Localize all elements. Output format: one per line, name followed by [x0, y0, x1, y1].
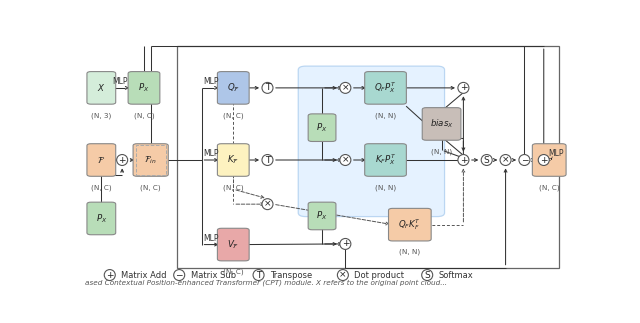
FancyBboxPatch shape	[133, 144, 168, 176]
Text: (N, 3): (N, 3)	[92, 112, 111, 119]
Text: (N, C): (N, C)	[134, 112, 154, 119]
Text: S: S	[424, 271, 430, 279]
Ellipse shape	[340, 238, 351, 249]
Ellipse shape	[104, 270, 115, 280]
Text: Matrix Add: Matrix Add	[121, 271, 166, 279]
Ellipse shape	[116, 154, 127, 165]
Text: MLP: MLP	[113, 77, 128, 86]
Ellipse shape	[262, 154, 273, 165]
Text: $Q_{\mathcal{F}}$: $Q_{\mathcal{F}}$	[227, 82, 240, 94]
Text: ×: ×	[342, 155, 349, 164]
Text: MLP: MLP	[204, 149, 219, 158]
Text: $P_X$: $P_X$	[138, 82, 150, 94]
Text: (N, N): (N, N)	[375, 112, 396, 119]
Ellipse shape	[262, 199, 273, 210]
FancyBboxPatch shape	[218, 228, 249, 261]
FancyBboxPatch shape	[87, 144, 116, 176]
Text: MLP: MLP	[204, 77, 219, 86]
FancyBboxPatch shape	[388, 208, 431, 241]
Text: +: +	[118, 155, 126, 164]
Ellipse shape	[253, 270, 264, 280]
Ellipse shape	[538, 154, 549, 165]
Text: T: T	[256, 271, 261, 279]
Text: ×: ×	[342, 83, 349, 92]
Ellipse shape	[340, 82, 351, 93]
Text: $K_F P_X^T$: $K_F P_X^T$	[375, 152, 396, 167]
Text: MLP: MLP	[204, 234, 219, 243]
Text: (N, N): (N, N)	[431, 148, 452, 155]
Text: $Q_F P_X^T$: $Q_F P_X^T$	[374, 80, 397, 95]
Text: $P_X$: $P_X$	[316, 210, 328, 222]
FancyBboxPatch shape	[365, 72, 406, 104]
FancyBboxPatch shape	[218, 72, 249, 104]
Text: T: T	[265, 83, 270, 92]
Text: +: +	[460, 83, 467, 92]
Text: $P_X$: $P_X$	[316, 121, 328, 134]
Text: (N, C): (N, C)	[223, 184, 244, 191]
Text: ×: ×	[502, 155, 509, 164]
Bar	[136, 145, 166, 175]
Ellipse shape	[500, 154, 511, 165]
Text: ased Contextual Position-enhanced Transformer (CPT) module. X refers to the orig: ased Contextual Position-enhanced Transf…	[85, 280, 447, 286]
Text: (N, N): (N, N)	[375, 184, 396, 191]
FancyBboxPatch shape	[87, 202, 116, 235]
Text: (N, N): (N, N)	[399, 249, 420, 255]
Text: −: −	[521, 155, 528, 164]
Text: (N, C): (N, C)	[140, 184, 161, 191]
FancyBboxPatch shape	[298, 66, 445, 217]
Text: $\mathcal{F}$: $\mathcal{F}$	[97, 155, 106, 165]
FancyBboxPatch shape	[128, 72, 160, 104]
FancyBboxPatch shape	[365, 144, 406, 176]
Text: $Q_F K_F^T$: $Q_F K_F^T$	[398, 217, 421, 232]
Text: T: T	[265, 155, 270, 164]
Ellipse shape	[337, 270, 348, 280]
Text: Softmax: Softmax	[438, 271, 474, 279]
Text: $V_{\mathcal{F}}$: $V_{\mathcal{F}}$	[227, 238, 239, 251]
Text: +: +	[540, 155, 547, 164]
Text: $P_X$: $P_X$	[95, 212, 107, 225]
Text: ×: ×	[339, 271, 347, 279]
Ellipse shape	[422, 270, 433, 280]
Ellipse shape	[340, 154, 351, 165]
Text: Matrix Sub: Matrix Sub	[191, 271, 236, 279]
Text: MLP: MLP	[548, 149, 564, 158]
Text: ×: ×	[264, 200, 271, 209]
Text: (N, C): (N, C)	[539, 184, 559, 191]
Text: +: +	[460, 155, 467, 164]
Text: Dot product: Dot product	[355, 271, 404, 279]
Ellipse shape	[519, 154, 530, 165]
Text: (N, C): (N, C)	[223, 112, 244, 119]
FancyBboxPatch shape	[422, 108, 461, 140]
Ellipse shape	[173, 270, 185, 280]
FancyBboxPatch shape	[218, 144, 249, 176]
Text: (N, C): (N, C)	[223, 269, 244, 275]
Text: $\mathcal{F}'$: $\mathcal{F}'$	[545, 154, 554, 165]
Ellipse shape	[481, 154, 492, 165]
Text: −: −	[175, 271, 183, 279]
Ellipse shape	[262, 82, 273, 93]
Bar	[177, 46, 559, 267]
Text: +: +	[106, 271, 113, 279]
Text: $\mathcal{F}_{in}$: $\mathcal{F}_{in}$	[144, 154, 157, 166]
FancyBboxPatch shape	[87, 72, 116, 104]
Text: $X$: $X$	[97, 82, 106, 93]
Text: Transpose: Transpose	[270, 271, 312, 279]
FancyBboxPatch shape	[532, 144, 566, 176]
Text: (N, C): (N, C)	[91, 184, 111, 191]
FancyBboxPatch shape	[308, 114, 336, 141]
Text: $bias_X$: $bias_X$	[429, 118, 454, 130]
Text: +: +	[342, 239, 349, 248]
Text: S: S	[484, 155, 490, 164]
FancyBboxPatch shape	[308, 202, 336, 230]
Text: $K_{\mathcal{F}}$: $K_{\mathcal{F}}$	[227, 154, 239, 166]
Ellipse shape	[458, 82, 469, 93]
Ellipse shape	[458, 154, 469, 165]
